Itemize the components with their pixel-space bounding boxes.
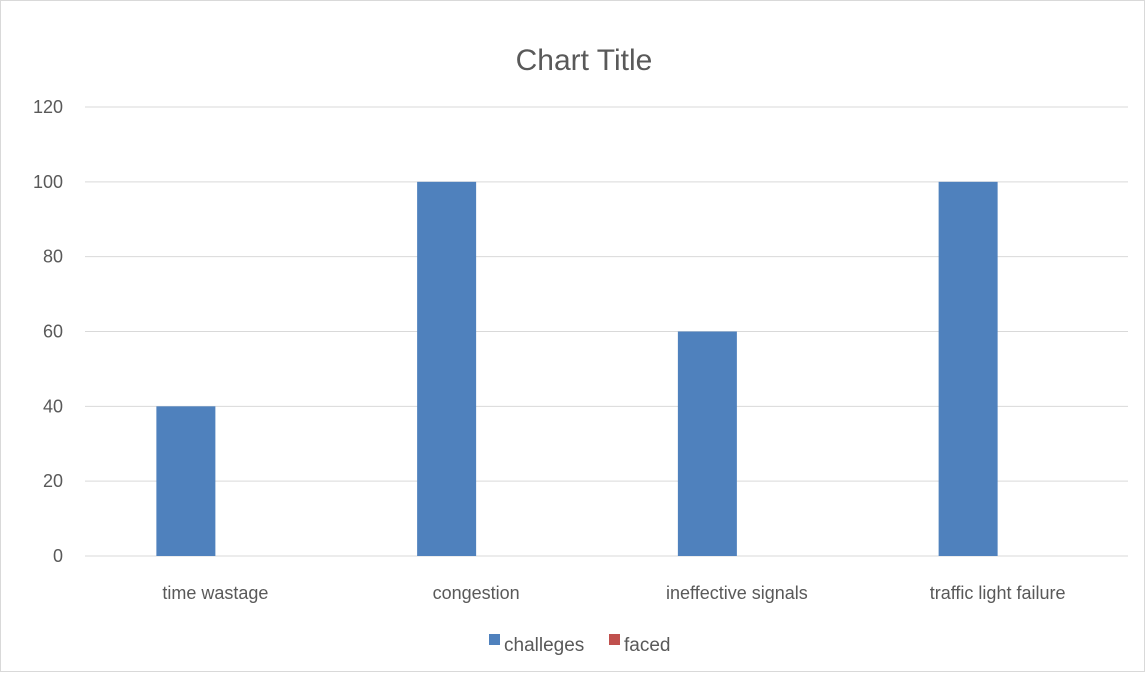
y-tick-label: 80	[43, 247, 63, 267]
chart-title: Chart Title	[516, 44, 653, 77]
legend-label-faced: faced	[624, 635, 670, 656]
legend-swatch-faced	[609, 634, 620, 645]
bar-challeges-1	[417, 181, 477, 557]
y-tick-label: 120	[33, 97, 63, 117]
x-axis-tick-labels: time wastage congestion ineffective signal…	[162, 583, 1065, 603]
bars	[156, 181, 998, 557]
y-tick-label: 60	[43, 322, 63, 342]
x-tick-label: congestion	[433, 583, 520, 603]
x-tick-label: ineffective signals	[666, 583, 808, 603]
legend-swatch-challeges	[489, 634, 500, 645]
y-axis-tick-labels: 0 20 40 60 80 100 120	[33, 97, 63, 566]
gridlines	[85, 106, 1128, 557]
x-tick-label: traffic light failure	[930, 583, 1066, 603]
bar-challeges-3	[938, 181, 998, 557]
y-tick-label: 40	[43, 396, 63, 416]
y-tick-label: 0	[53, 546, 63, 566]
legend: challeges faced	[489, 634, 670, 656]
bar-challeges-2	[677, 331, 737, 556]
y-tick-label: 100	[33, 172, 63, 192]
legend-label-challeges: challeges	[504, 635, 584, 656]
x-tick-label: time wastage	[162, 583, 268, 603]
bar-challeges-0	[156, 406, 216, 556]
y-tick-label: 20	[43, 471, 63, 491]
